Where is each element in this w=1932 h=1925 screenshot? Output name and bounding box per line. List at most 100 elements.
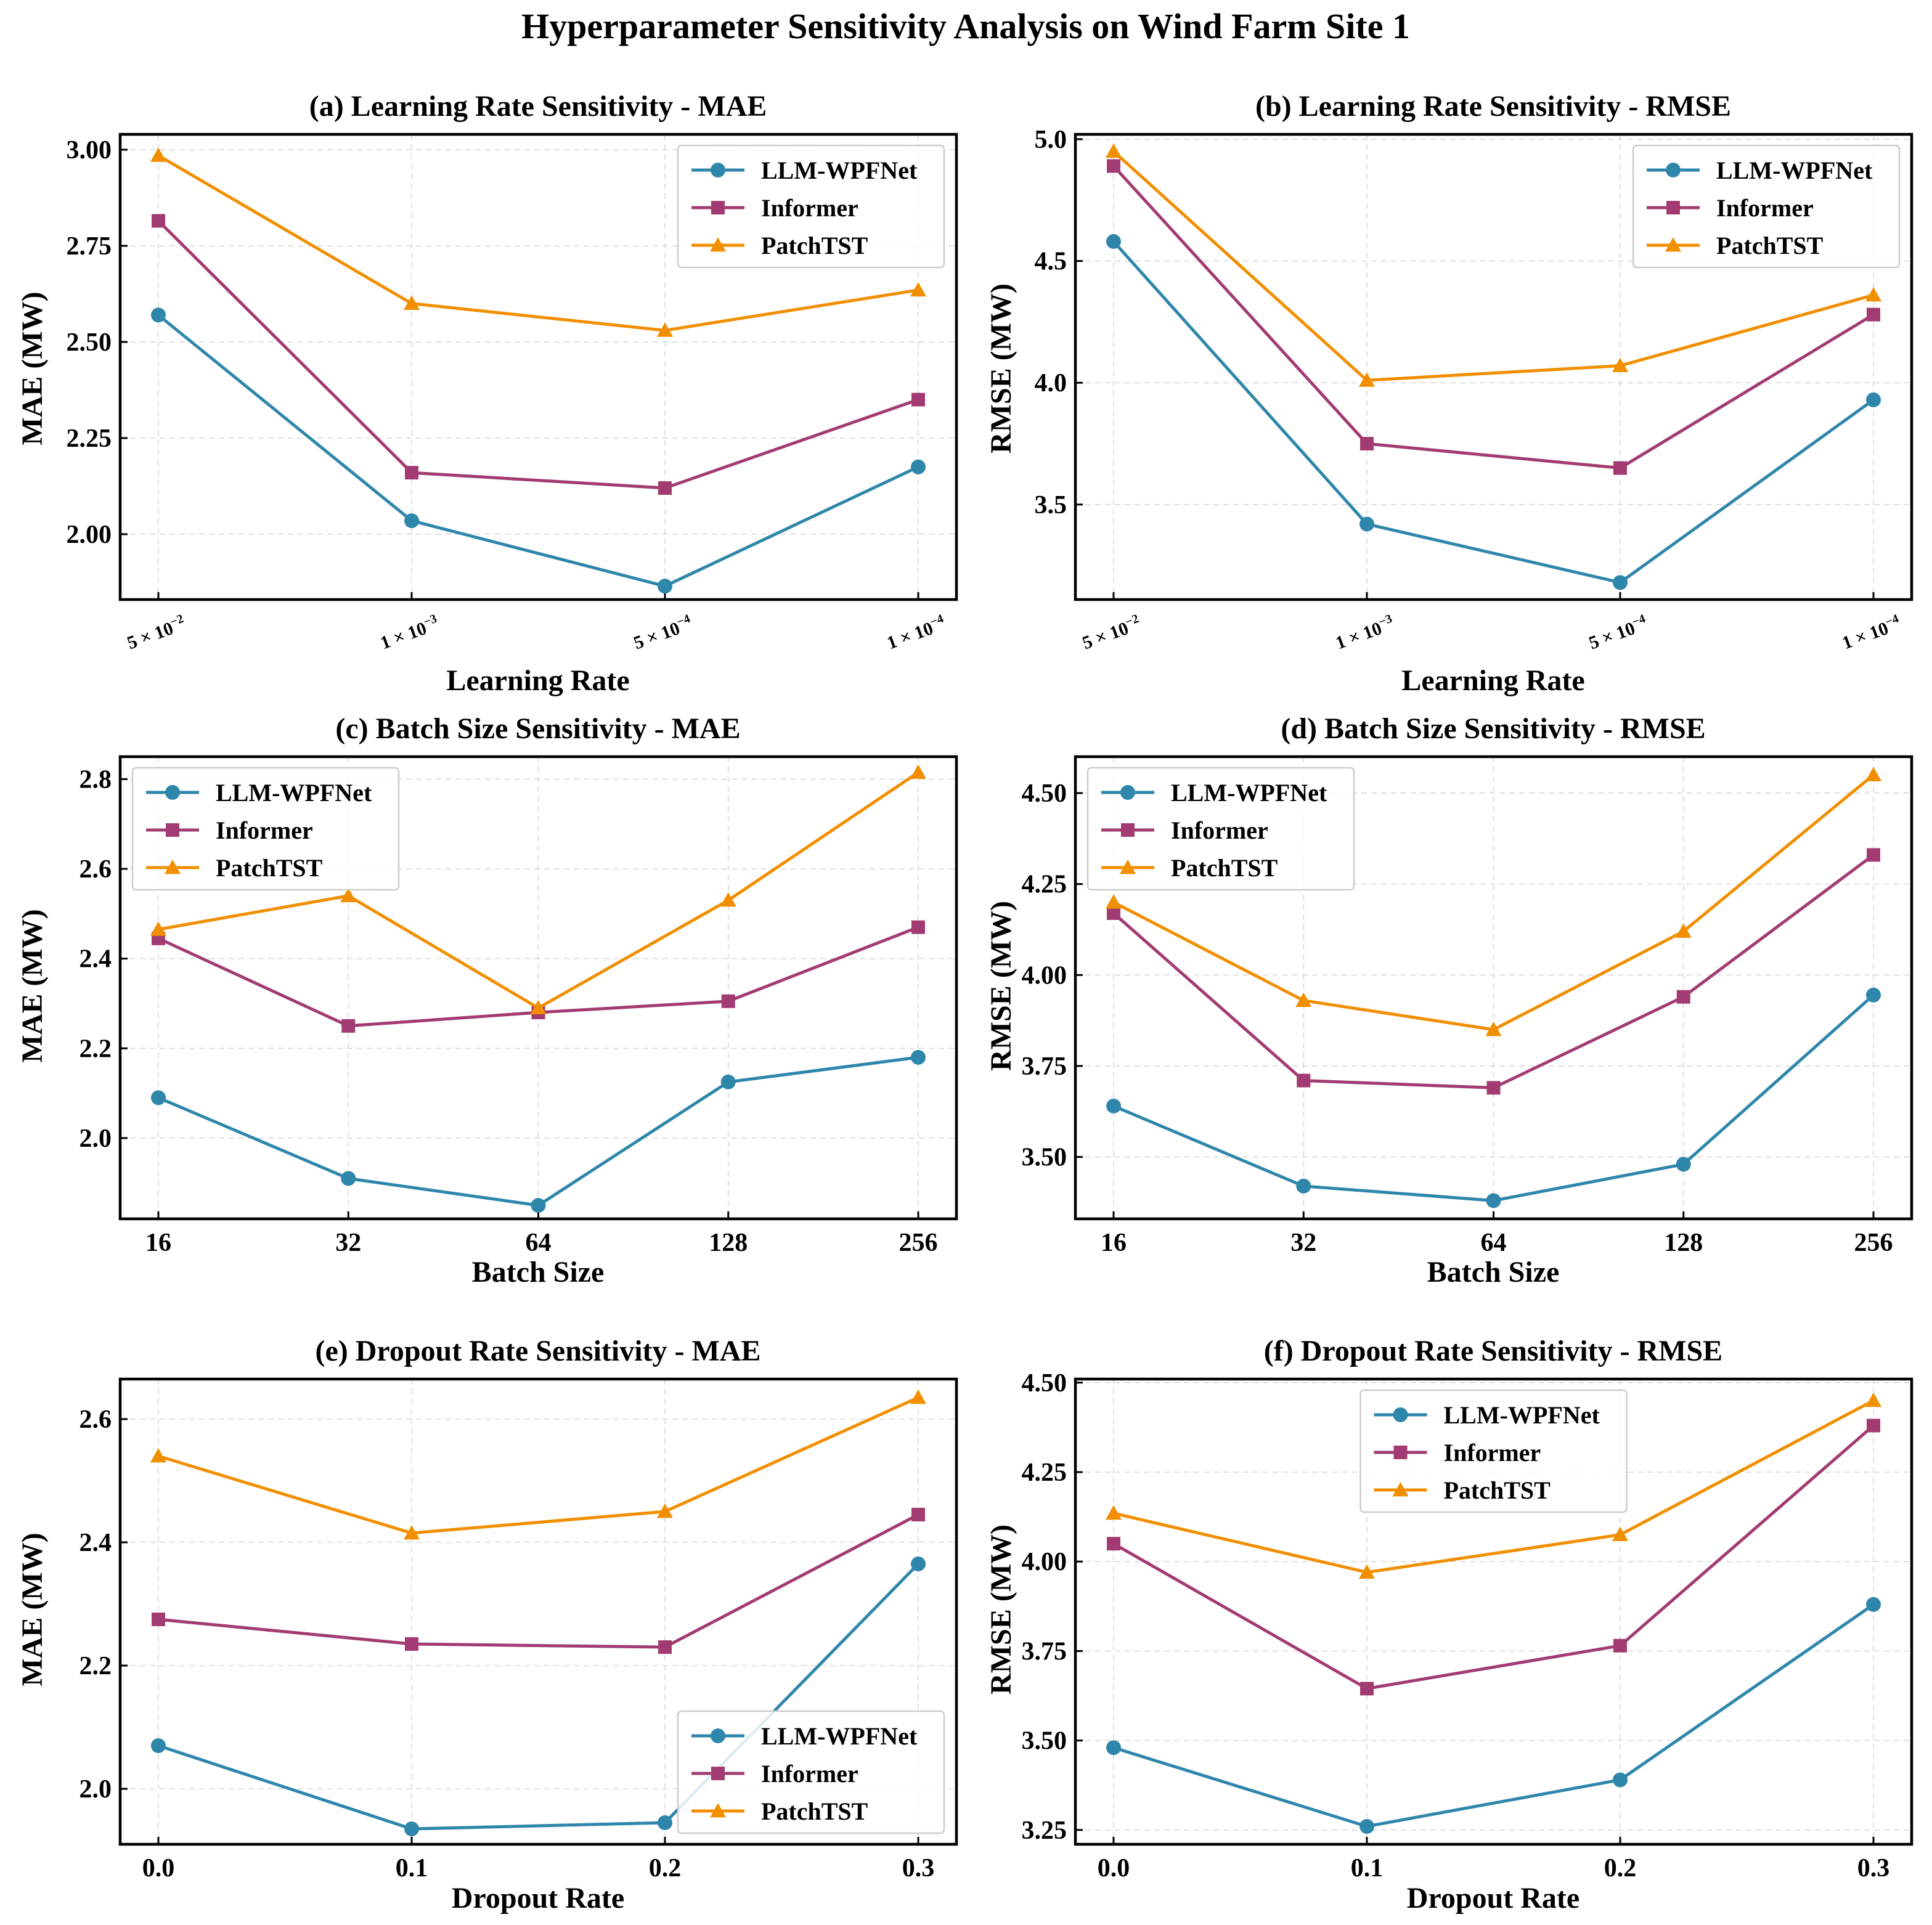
panel-a: (a) Learning Rate Sensitivity - MAE Lear… bbox=[16, 90, 958, 697]
legend-marker-circle bbox=[165, 785, 180, 800]
legend-item-llm-wpfnet: LLM-WPFNet bbox=[1374, 1401, 1600, 1429]
y-tick-label: 2.25 bbox=[67, 425, 112, 453]
x-tick-label: 1 × 10−4 bbox=[1839, 612, 1904, 654]
patchtst-point bbox=[150, 921, 166, 936]
patchtst-point bbox=[404, 1525, 420, 1540]
y-tick-label: 4.50 bbox=[1022, 1369, 1067, 1398]
patchtst-point bbox=[1359, 1564, 1375, 1579]
patchtst-point bbox=[1359, 372, 1375, 387]
panel-d-series-patchtst bbox=[1106, 767, 1881, 1036]
x-tick-label: 5 × 10−4 bbox=[630, 612, 695, 654]
legend-item-informer: Informer bbox=[691, 1760, 858, 1788]
llm-wpfnet-point bbox=[1106, 1740, 1121, 1756]
figure-title: Hyperparameter Sensitivity Analysis on W… bbox=[521, 6, 1410, 46]
llm-wpfnet-line bbox=[1113, 1603, 1875, 1828]
legend-label: PatchTST bbox=[761, 232, 868, 259]
panel-d-frame bbox=[1074, 755, 1914, 1221]
legend-label: LLM-WPFNet bbox=[1171, 779, 1327, 807]
informer-point bbox=[405, 466, 418, 480]
legend-label: LLM-WPFNet bbox=[216, 779, 372, 807]
panel-f-title: (f) Dropout Rate Sensitivity - RMSE bbox=[1264, 1335, 1722, 1367]
panel-f-series-patchtst bbox=[1106, 1392, 1881, 1579]
legend-item-informer: Informer bbox=[691, 194, 858, 222]
legend-label: Informer bbox=[1171, 816, 1268, 844]
legend-item-llm-wpfnet: LLM-WPFNet bbox=[691, 1722, 918, 1750]
patchtst-point bbox=[340, 887, 357, 903]
legend-item-llm-wpfnet: LLM-WPFNet bbox=[1101, 779, 1327, 807]
x-tick-label: 256 bbox=[1854, 1229, 1893, 1257]
panel-f-frame bbox=[1074, 1377, 1914, 1846]
panel-b-series-informer bbox=[1107, 159, 1880, 475]
y-tick-label: 3.00 bbox=[67, 136, 112, 165]
panel-f: (f) Dropout Rate Sensitivity - RMSE Drop… bbox=[985, 1335, 1914, 1915]
x-tick-label: 64 bbox=[1481, 1229, 1507, 1257]
patchtst-point bbox=[1865, 1392, 1881, 1407]
llm-wpfnet-point bbox=[1866, 392, 1881, 407]
y-tick-label: 4.00 bbox=[1022, 961, 1067, 990]
x-tick-label: 64 bbox=[526, 1229, 552, 1257]
panel-f-legend: LLM-WPFNet Informer PatchTST bbox=[1359, 1389, 1628, 1513]
y-tick-label: 4.0 bbox=[1035, 369, 1067, 397]
panel-a-legend: LLM-WPFNet Informer PatchTST bbox=[677, 144, 945, 269]
panel-c-ticks: 16 32 64 128 256 2.0 2.2 2.4 2.6 2.8 bbox=[79, 765, 938, 1257]
informer-point bbox=[152, 214, 165, 228]
y-tick-label: 2.0 bbox=[79, 1775, 112, 1804]
patchtst-point bbox=[910, 282, 926, 297]
y-tick-label: 2.2 bbox=[79, 1035, 112, 1063]
informer-point bbox=[721, 994, 735, 1008]
legend-marker-square bbox=[1121, 823, 1135, 837]
patchtst-point bbox=[1295, 992, 1312, 1007]
patchtst-point bbox=[657, 322, 673, 337]
llm-wpfnet-point bbox=[1613, 1772, 1628, 1788]
llm-wpfnet-line bbox=[158, 1563, 919, 1831]
patchtst-point bbox=[530, 999, 547, 1015]
legend-item-llm-wpfnet: LLM-WPFNet bbox=[146, 779, 372, 807]
y-tick-label: 3.5 bbox=[1035, 491, 1067, 519]
legend-marker-triangle bbox=[1392, 1482, 1409, 1497]
y-tick-label: 3.75 bbox=[1022, 1637, 1067, 1666]
x-tick-label: 0.1 bbox=[1351, 1854, 1384, 1882]
legend-label: PatchTST bbox=[761, 1797, 868, 1825]
patchtst-point bbox=[910, 764, 926, 779]
x-tick-label: 0.3 bbox=[902, 1854, 935, 1882]
x-tick-label: 32 bbox=[1290, 1229, 1316, 1257]
y-tick-label: 2.50 bbox=[67, 328, 112, 357]
panel-a-xlabel: Learning Rate bbox=[446, 664, 629, 697]
panel-b-series-llm-wpfnet bbox=[1106, 234, 1881, 590]
x-tick-label: 5 × 10−2 bbox=[1079, 612, 1144, 654]
panel-f-ticks: 0.0 0.1 0.2 0.3 3.25 3.50 3.75 4.00 4.25 4.50 bbox=[1022, 1369, 1890, 1882]
x-tick-label: 0.3 bbox=[1857, 1854, 1890, 1882]
y-tick-label: 2.75 bbox=[67, 232, 112, 261]
y-tick-label: 3.25 bbox=[1022, 1817, 1067, 1845]
legend-marker-square bbox=[1393, 1446, 1408, 1459]
patchtst-point bbox=[1675, 923, 1692, 938]
panel-e-frame bbox=[118, 1377, 958, 1846]
legend-item-informer: Informer bbox=[1374, 1439, 1541, 1467]
legend-label: Informer bbox=[216, 816, 313, 844]
legend-item-informer: Informer bbox=[1101, 816, 1268, 844]
panel-c-legend: LLM-WPFNet Informer PatchTST bbox=[131, 767, 400, 891]
y-tick-label: 5.0 bbox=[1035, 126, 1067, 154]
panel-e-legend: LLM-WPFNet Informer PatchTST bbox=[677, 1710, 945, 1834]
y-tick-label: 4.25 bbox=[1022, 1459, 1067, 1487]
panel-d: (d) Batch Size Sensitivity - RMSE Batch … bbox=[985, 712, 1914, 1288]
llm-wpfnet-point bbox=[151, 1738, 166, 1753]
patchtst-point bbox=[720, 892, 736, 907]
informer-point bbox=[152, 1613, 165, 1626]
llm-wpfnet-point bbox=[720, 1074, 736, 1089]
x-tick-label: 256 bbox=[899, 1229, 938, 1257]
llm-wpfnet-point bbox=[1486, 1193, 1501, 1208]
panel-e-ylabel: MAE (MW) bbox=[16, 1532, 49, 1686]
y-tick-label: 3.50 bbox=[1022, 1727, 1067, 1756]
panel-e-series-informer bbox=[152, 1508, 925, 1654]
legend-label: Informer bbox=[761, 194, 858, 222]
panel-a-series-informer bbox=[152, 214, 925, 495]
patchtst-point bbox=[150, 1448, 166, 1463]
patchtst-point bbox=[150, 147, 166, 162]
legend-label: Informer bbox=[1444, 1439, 1541, 1467]
legend-item-patchtst: PatchTST bbox=[1374, 1476, 1551, 1504]
informer-point bbox=[1107, 906, 1120, 920]
panel-e-series-llm-wpfnet bbox=[151, 1557, 926, 1836]
informer-point bbox=[911, 393, 925, 407]
y-tick-label: 2.2 bbox=[79, 1652, 112, 1680]
